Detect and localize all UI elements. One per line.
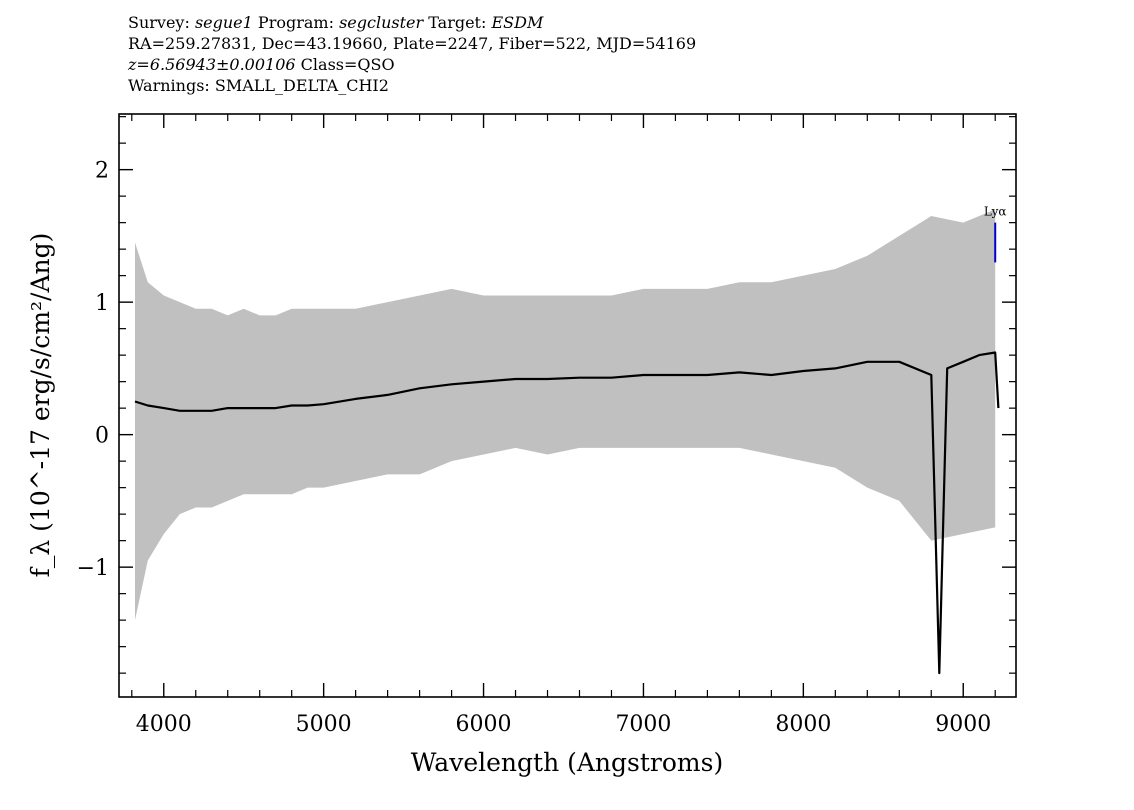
x-axis-title: Wavelength (Angstroms) [411, 748, 723, 777]
x-tick-label: 5000 [296, 712, 352, 737]
y-axis-title: f_λ (10^-17 erg/s/cm²/Ang) [26, 233, 55, 578]
target-value: ESDM [491, 13, 544, 32]
x-tick-label: 8000 [775, 712, 831, 737]
spectrum-header: Survey: segue1 Program: segcluster Targe… [128, 12, 696, 96]
ticks-layer: 4000 5000 6000 7000 8000 9000 −1 0 1 2 [77, 114, 1016, 737]
y-tick-label: −1 [77, 556, 109, 581]
survey-label: Survey: [128, 13, 190, 32]
program-label: Program: [257, 13, 334, 32]
x-tick-label: 9000 [935, 712, 991, 737]
series-error-band [135, 209, 996, 621]
series-flux-line [134, 351, 1000, 675]
y-tick-label: 0 [95, 424, 109, 449]
x-tick-label: 4000 [136, 712, 192, 737]
y-tick-label: 1 [95, 291, 109, 316]
target-label: Target: [428, 13, 487, 32]
x-tick-label: 7000 [615, 712, 671, 737]
redshift-value: z=6.56943±0.00106 [128, 55, 296, 74]
plot-frame [118, 113, 1017, 698]
class-value: Class=QSO [300, 55, 395, 74]
lya-label: Lyα [984, 205, 1007, 219]
header-survey-row: Survey: segue1 Program: segcluster Targe… [128, 12, 696, 33]
program-value: segcluster [339, 13, 424, 32]
header-warnings-row: Warnings: SMALL_DELTA_CHI2 [128, 76, 389, 95]
series-layer [134, 209, 1000, 675]
y-tick-label: 2 [95, 159, 109, 184]
survey-value: segue1 [194, 13, 253, 32]
header-redshift-row: z=6.56943±0.00106 Class=QSO [128, 54, 696, 75]
annotation-layer: Lyα [984, 205, 1007, 263]
x-tick-label: 6000 [456, 712, 512, 737]
header-coords-row: RA=259.27831, Dec=43.19660, Plate=2247, … [128, 34, 697, 53]
